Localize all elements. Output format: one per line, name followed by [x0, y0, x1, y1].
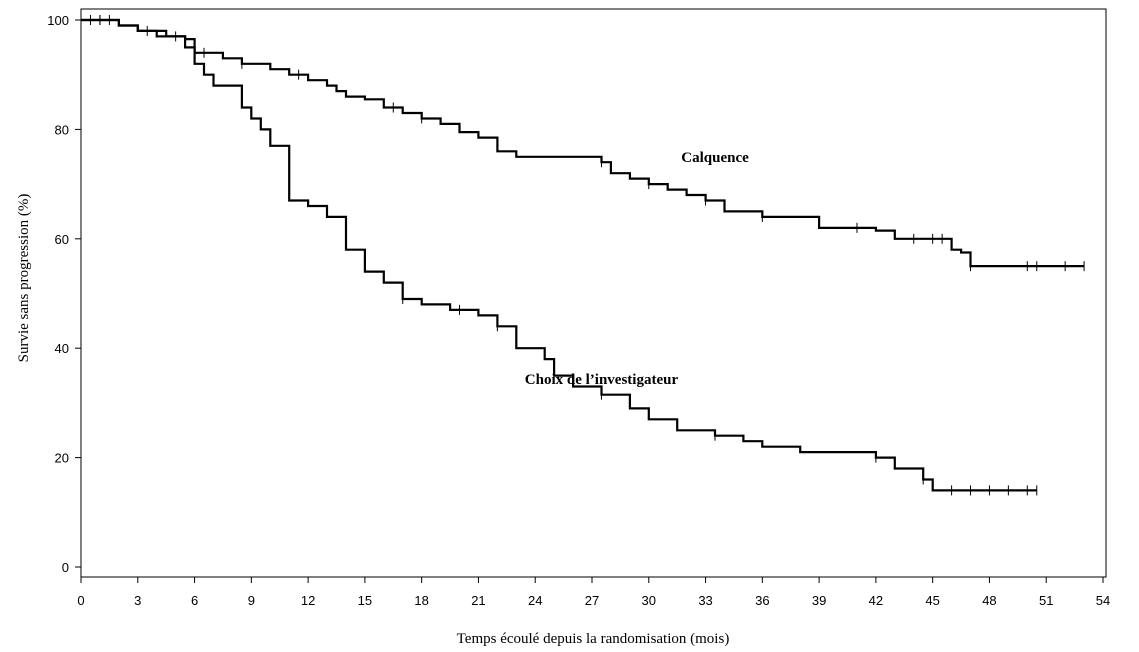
y-tick-label: 40	[55, 341, 69, 356]
x-tick-label: 27	[585, 593, 599, 608]
x-tick-label: 39	[812, 593, 826, 608]
x-tick-label: 36	[755, 593, 769, 608]
x-tick-label: 54	[1096, 593, 1110, 608]
x-tick-label: 12	[301, 593, 315, 608]
x-tick-label: 45	[925, 593, 939, 608]
series-label: Calquence	[681, 150, 749, 166]
x-tick-label: 21	[471, 593, 485, 608]
y-tick-label: 100	[47, 13, 69, 28]
series-line-calquence	[81, 18, 1085, 268]
series-label: Choix de l’investigateur	[525, 372, 679, 388]
series-line-investigator	[81, 18, 1037, 492]
y-tick-label: 20	[55, 451, 69, 466]
plot-frame	[80, 8, 1107, 578]
x-tick-label: 9	[248, 593, 255, 608]
x-tick-label: 51	[1039, 593, 1053, 608]
x-tick-label: 33	[698, 593, 712, 608]
y-axis-title: Survie sans progression (%)	[16, 194, 32, 363]
x-tick-label: 42	[869, 593, 883, 608]
x-tick-label: 0	[77, 593, 84, 608]
x-tick-label: 3	[134, 593, 141, 608]
x-tick-label: 30	[642, 593, 656, 608]
x-tick-label: 15	[358, 593, 372, 608]
y-tick-label: 60	[55, 232, 69, 247]
y-tick-label: 0	[62, 560, 69, 575]
x-tick-label: 6	[191, 593, 198, 608]
x-tick-label: 48	[982, 593, 996, 608]
y-tick-label: 80	[55, 122, 69, 137]
x-tick-label: 24	[528, 593, 542, 608]
x-axis-title: Temps écoulé depuis la randomisation (mo…	[457, 631, 730, 647]
x-tick-label: 18	[414, 593, 428, 608]
